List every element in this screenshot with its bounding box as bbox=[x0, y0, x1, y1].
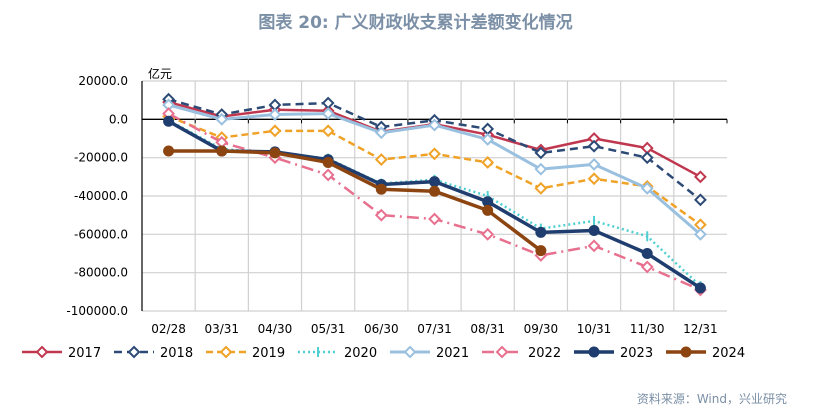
legend-item: 2018 bbox=[114, 345, 193, 361]
x-tick-label: 09/30 bbox=[524, 322, 559, 336]
data-point bbox=[321, 124, 335, 138]
legend-label: 2024 bbox=[712, 346, 745, 361]
data-point bbox=[534, 181, 548, 195]
y-tick-label: -80000.0 bbox=[74, 266, 128, 280]
y-tick-label: -20000.0 bbox=[74, 151, 128, 165]
data-point bbox=[535, 226, 547, 238]
legend-label: 2021 bbox=[436, 346, 469, 361]
legend-marker bbox=[35, 345, 49, 359]
x-tick-label: 05/31 bbox=[311, 322, 346, 336]
data-point bbox=[268, 108, 282, 121]
x-tick-label: 06/30 bbox=[364, 322, 399, 336]
data-point bbox=[693, 193, 707, 207]
data-point bbox=[374, 153, 388, 166]
data-point bbox=[693, 170, 707, 184]
data-point bbox=[641, 248, 653, 259]
data-point bbox=[322, 156, 334, 168]
data-point bbox=[482, 204, 494, 216]
legend-marker bbox=[403, 345, 417, 359]
data-point bbox=[588, 225, 600, 236]
data-point bbox=[428, 147, 441, 161]
data-point bbox=[587, 157, 601, 171]
data-point bbox=[640, 260, 654, 274]
y-tick-label: -40000.0 bbox=[74, 189, 128, 203]
y-tick-label: -60000.0 bbox=[74, 227, 128, 241]
data-point bbox=[163, 115, 175, 127]
chart-title: 图表 20: 广义财政收支累计差额变化情况 bbox=[258, 13, 573, 33]
series-2024 bbox=[163, 145, 547, 257]
data-point bbox=[587, 172, 601, 186]
data-point bbox=[693, 227, 707, 241]
legend-label: 2020 bbox=[344, 346, 377, 361]
y-tick-label: -100000.0 bbox=[66, 304, 128, 318]
legend-label: 2022 bbox=[528, 346, 561, 361]
data-point bbox=[375, 183, 387, 195]
data-point bbox=[321, 96, 335, 110]
x-tick-label: 03/31 bbox=[204, 322, 239, 336]
legend-label: 2017 bbox=[68, 346, 101, 361]
x-tick-label: 04/30 bbox=[258, 322, 293, 336]
data-point bbox=[374, 126, 388, 140]
data-point bbox=[163, 145, 175, 157]
series-2022 bbox=[162, 107, 707, 297]
data-point bbox=[587, 139, 601, 153]
data-point bbox=[269, 147, 281, 159]
data-point bbox=[216, 145, 228, 157]
legend-item: 2024 bbox=[666, 346, 745, 361]
y-axis-label: 亿元 bbox=[148, 66, 172, 81]
legend-item: 2020 bbox=[298, 346, 377, 361]
x-tick-label: 07/31 bbox=[417, 322, 452, 336]
data-point bbox=[374, 208, 388, 222]
legend-label: 2023 bbox=[620, 346, 653, 361]
data-point bbox=[640, 151, 654, 165]
legend-marker bbox=[680, 346, 692, 358]
data-point bbox=[428, 212, 441, 226]
legend-item: 2017 bbox=[22, 345, 101, 361]
legend-marker bbox=[588, 346, 600, 358]
data-point bbox=[481, 227, 495, 241]
data-point bbox=[535, 245, 547, 257]
legend-item: 2019 bbox=[206, 345, 285, 361]
series-line bbox=[168, 149, 542, 253]
legend-item: 2021 bbox=[390, 345, 469, 361]
data-point bbox=[481, 156, 495, 169]
x-tick-label: 12/31 bbox=[683, 322, 718, 336]
legend-marker bbox=[219, 345, 233, 359]
legend-item: 2022 bbox=[482, 345, 561, 361]
data-point bbox=[640, 181, 654, 195]
legend-marker bbox=[495, 345, 509, 359]
data-point bbox=[587, 239, 601, 253]
data-point bbox=[534, 162, 548, 176]
data-point bbox=[429, 185, 440, 197]
data-point bbox=[268, 124, 282, 138]
legend-label: 2019 bbox=[252, 346, 285, 361]
legend-label: 2018 bbox=[160, 346, 193, 361]
y-tick-label: 0.0 bbox=[109, 112, 128, 126]
data-point bbox=[321, 107, 335, 120]
legend-marker bbox=[127, 345, 141, 359]
x-tick-label: 10/31 bbox=[577, 322, 612, 336]
source-note: 资料来源：Wind，兴业研究 bbox=[636, 392, 787, 406]
data-point bbox=[429, 176, 440, 188]
data-point bbox=[482, 196, 494, 208]
data-point bbox=[534, 146, 548, 160]
series-2023 bbox=[163, 115, 706, 294]
y-tick-label: 20000.0 bbox=[78, 74, 128, 88]
data-point bbox=[428, 118, 441, 132]
x-tick-label: 11/30 bbox=[630, 322, 665, 336]
data-point bbox=[694, 282, 706, 294]
legend-item: 2023 bbox=[574, 346, 653, 361]
data-point bbox=[215, 112, 229, 126]
data-point bbox=[321, 168, 335, 182]
data-point bbox=[481, 133, 495, 146]
x-tick-label: 08/31 bbox=[470, 322, 505, 336]
x-tick-label: 02/28 bbox=[151, 322, 186, 336]
